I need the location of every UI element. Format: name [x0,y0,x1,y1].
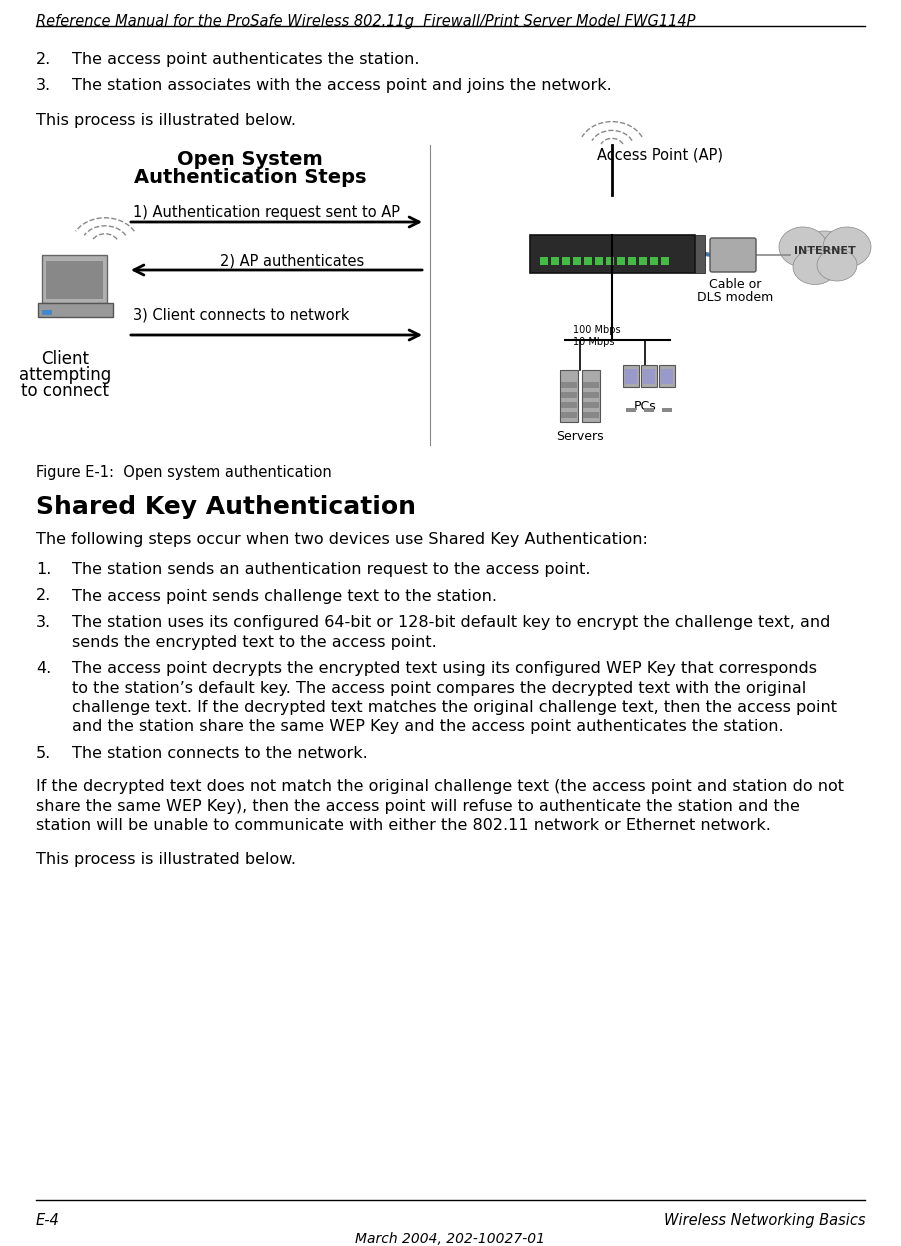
Text: INTERNET: INTERNET [794,245,856,255]
Text: Client: Client [41,350,89,368]
Text: Figure E-1:  Open system authentication: Figure E-1: Open system authentication [36,465,332,480]
Bar [38,303,113,316]
Text: 2.: 2. [36,52,51,67]
Bar [595,257,603,265]
Text: The station connects to the network.: The station connects to the network. [72,746,368,761]
Ellipse shape [817,249,857,282]
Text: 3) Client connects to network: 3) Client connects to network [133,308,350,323]
Bar [562,257,570,265]
Bar [626,407,636,412]
Text: Open System: Open System [177,150,323,169]
Bar [42,310,52,315]
Bar [583,402,599,407]
Bar [583,412,599,417]
Bar [643,369,655,384]
Text: Servers: Servers [556,430,604,444]
Bar [623,365,639,388]
Bar [561,402,577,407]
Text: Authentication Steps: Authentication Steps [133,168,366,187]
Bar [628,257,636,265]
Text: 3.: 3. [36,616,51,630]
Text: The following steps occur when two devices use Shared Key Authentication:: The following steps occur when two devic… [36,532,648,547]
Text: station will be unable to communicate with either the 802.11 network or Ethernet: station will be unable to communicate wi… [36,819,771,834]
Text: This process is illustrated below.: This process is illustrated below. [36,113,296,128]
Text: Reference Manual for the ProSafe Wireless 802.11g  Firewall/Print Server Model F: Reference Manual for the ProSafe Wireles… [36,14,696,29]
Ellipse shape [793,249,837,284]
Text: 1.: 1. [36,562,51,577]
Bar [561,392,577,397]
Text: If the decrypted text does not match the original challenge text (the access poi: If the decrypted text does not match the… [36,780,844,795]
Bar [582,370,600,422]
Text: attempting: attempting [19,366,111,384]
Text: 100 Mbps: 100 Mbps [573,325,621,335]
Text: Shared Key Authentication: Shared Key Authentication [36,495,416,520]
Text: 1) Authentication request sent to AP: 1) Authentication request sent to AP [133,206,400,221]
Text: to connect: to connect [21,383,109,400]
Text: The access point authenticates the station.: The access point authenticates the stati… [72,52,420,67]
Text: 10 Mbps: 10 Mbps [573,336,614,346]
Bar [639,257,647,265]
Text: This process is illustrated below.: This process is illustrated below. [36,852,296,867]
Text: 4.: 4. [36,660,51,677]
Text: 2) AP authenticates: 2) AP authenticates [220,253,364,268]
Text: DLS modem: DLS modem [696,292,773,304]
Ellipse shape [779,227,827,267]
Bar [540,257,548,265]
Bar [644,407,654,412]
Text: The station sends an authentication request to the access point.: The station sends an authentication requ… [72,562,590,577]
Bar [606,257,614,265]
Text: and the station share the same WEP Key and the access point authenticates the st: and the station share the same WEP Key a… [72,719,784,734]
Bar [650,257,658,265]
Text: to the station’s default key. The access point compares the decrypted text with : to the station’s default key. The access… [72,680,806,695]
Bar [641,365,657,388]
Text: The station uses its configured 64-bit or 128-bit default key to encrypt the cha: The station uses its configured 64-bit o… [72,616,831,630]
Ellipse shape [795,231,855,279]
Bar [625,369,637,384]
Bar [662,407,672,412]
Bar [560,370,578,422]
FancyBboxPatch shape [710,238,756,272]
Text: 3.: 3. [36,78,51,93]
Bar [661,257,669,265]
Bar [583,383,599,388]
Bar [573,257,581,265]
Text: challenge text. If the decrypted text matches the original challenge text, then : challenge text. If the decrypted text ma… [72,700,837,715]
Text: 5.: 5. [36,746,51,761]
Bar [46,260,103,299]
Ellipse shape [823,227,871,267]
Text: sends the encrypted text to the access point.: sends the encrypted text to the access p… [72,634,437,649]
Text: share the same WEP Key), then the access point will refuse to authenticate the s: share the same WEP Key), then the access… [36,799,800,814]
Bar [659,365,675,388]
Bar [551,257,559,265]
Bar [617,257,625,265]
Text: March 2004, 202-10027-01: March 2004, 202-10027-01 [355,1232,545,1246]
Text: The access point sends challenge text to the station.: The access point sends challenge text to… [72,588,497,603]
Bar [561,412,577,417]
Text: Cable or: Cable or [709,278,761,292]
Text: PCs: PCs [633,400,656,412]
Text: E-4: E-4 [36,1214,59,1229]
Text: The access point decrypts the encrypted text using its configured WEP Key that c: The access point decrypts the encrypted … [72,660,817,677]
Bar [661,369,673,384]
Bar [561,383,577,388]
Bar [42,255,107,303]
Bar [530,235,695,273]
Text: Access Point (AP): Access Point (AP) [597,148,723,163]
Bar [695,235,705,273]
Bar [583,392,599,397]
Bar [584,257,592,265]
Text: 2.: 2. [36,588,51,603]
Text: Wireless Networking Basics: Wireless Networking Basics [663,1214,865,1229]
Text: The station associates with the access point and joins the network.: The station associates with the access p… [72,78,612,93]
